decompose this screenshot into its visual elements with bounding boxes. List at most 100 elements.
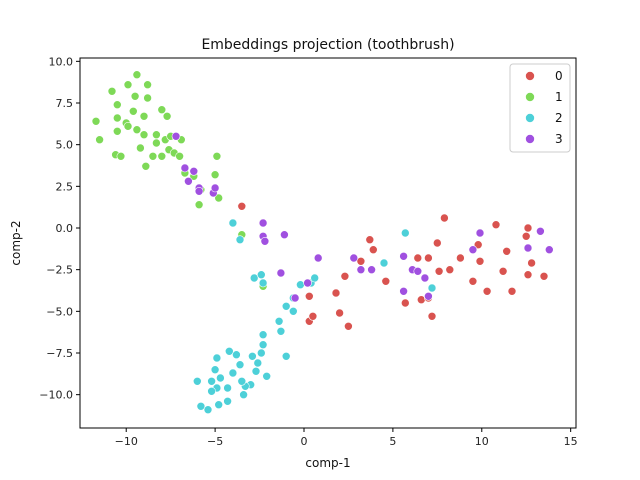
point-series-0-14 bbox=[413, 253, 423, 263]
point-series-1-6 bbox=[113, 100, 122, 109]
point-series-1-39 bbox=[214, 193, 223, 203]
point-series-3-15 bbox=[349, 253, 359, 263]
point-series-2-37 bbox=[210, 365, 220, 375]
point-series-1-35 bbox=[194, 200, 204, 209]
point-series-1-38 bbox=[212, 152, 222, 161]
point-series-1-13 bbox=[132, 70, 142, 79]
point-series-0-23 bbox=[456, 253, 465, 263]
point-series-0-6 bbox=[335, 308, 344, 318]
y-axis-title: comp-2 bbox=[9, 220, 23, 265]
legend-marker-3 bbox=[525, 134, 535, 144]
point-series-2-26 bbox=[237, 376, 247, 386]
point-series-0-19 bbox=[432, 238, 442, 248]
point-series-2-6 bbox=[276, 326, 286, 336]
legend-label-0: 0 bbox=[555, 69, 563, 83]
point-series-3-26 bbox=[523, 243, 533, 253]
point-series-3-29 bbox=[171, 132, 181, 141]
point-series-0-9 bbox=[356, 256, 366, 266]
point-series-2-33 bbox=[216, 373, 225, 383]
point-series-1-2 bbox=[107, 87, 117, 96]
point-series-1-27 bbox=[162, 112, 172, 121]
point-series-0-4 bbox=[308, 311, 318, 321]
point-series-2-1 bbox=[235, 235, 245, 244]
point-series-0-29 bbox=[498, 266, 508, 276]
point-series-0-31 bbox=[507, 286, 517, 296]
point-series-1-22 bbox=[152, 130, 161, 139]
point-series-2-42 bbox=[193, 376, 202, 386]
point-series-2-36 bbox=[212, 353, 222, 363]
point-series-2-4 bbox=[258, 278, 268, 288]
point-series-3-27 bbox=[536, 227, 545, 236]
point-series-1-16 bbox=[139, 130, 149, 139]
point-series-1-12 bbox=[130, 92, 140, 101]
y-axis: 10.0 7.5 5.0 2.5 0.0 −2.5 −5.0 −7.5 −10.0 bbox=[39, 55, 80, 402]
point-series-0-24 bbox=[468, 276, 478, 286]
point-series-1-37 bbox=[210, 170, 220, 179]
point-series-2-16 bbox=[427, 283, 437, 293]
point-series-1-5 bbox=[113, 113, 122, 123]
point-series-2-22 bbox=[248, 351, 257, 361]
legend: 0 1 2 3 bbox=[509, 63, 571, 153]
y-tick-label-6: −5.0 bbox=[46, 305, 73, 318]
point-series-0-2 bbox=[304, 291, 314, 301]
point-series-1-21 bbox=[148, 152, 158, 161]
point-series-2-40 bbox=[203, 405, 213, 415]
point-series-2-15 bbox=[400, 228, 410, 238]
point-series-2-27 bbox=[235, 360, 245, 370]
legend-label-3: 3 bbox=[555, 132, 563, 146]
point-series-2-0 bbox=[228, 218, 238, 228]
point-series-2-5 bbox=[274, 316, 284, 326]
point-series-3-25 bbox=[475, 228, 485, 238]
point-series-0-17 bbox=[424, 253, 433, 263]
point-series-0-26 bbox=[475, 256, 485, 266]
x-tick-label-0: −10 bbox=[115, 435, 138, 448]
point-series-0-27 bbox=[482, 286, 492, 296]
point-series-0-28 bbox=[491, 220, 501, 229]
point-series-2-18 bbox=[258, 340, 268, 350]
point-series-2-30 bbox=[225, 346, 234, 356]
point-series-1-31 bbox=[175, 152, 184, 161]
point-series-0-36 bbox=[539, 271, 549, 281]
point-series-1-9 bbox=[123, 122, 133, 131]
point-series-3-4 bbox=[194, 187, 204, 196]
point-series-2-31 bbox=[223, 383, 232, 393]
point-series-1-23 bbox=[152, 138, 161, 148]
point-series-3-0 bbox=[180, 163, 190, 173]
y-tick-label-1: 7.5 bbox=[56, 97, 74, 110]
point-series-1-4 bbox=[113, 127, 122, 136]
point-series-2-41 bbox=[196, 401, 206, 411]
point-series-0-35 bbox=[527, 258, 536, 268]
point-series-0-33 bbox=[523, 223, 533, 233]
point-series-2-17 bbox=[258, 330, 268, 340]
legend-marker-1 bbox=[525, 92, 535, 102]
point-series-1-10 bbox=[123, 80, 133, 89]
point-series-2-29 bbox=[228, 368, 238, 378]
point-series-0-20 bbox=[434, 266, 444, 276]
point-series-2-2 bbox=[249, 273, 259, 283]
point-series-1-19 bbox=[143, 93, 152, 103]
x-tick-label-3: 5 bbox=[389, 435, 396, 448]
point-series-0-7 bbox=[340, 271, 350, 281]
legend-box bbox=[509, 63, 571, 153]
point-series-2-14 bbox=[379, 258, 389, 268]
x-tick-label-2: 0 bbox=[301, 435, 308, 448]
point-series-0-25 bbox=[473, 240, 483, 249]
point-series-1-15 bbox=[136, 143, 145, 153]
chart-title: Embeddings projection (toothbrush) bbox=[201, 37, 454, 53]
x-tick-label-1: −5 bbox=[207, 435, 223, 448]
point-series-0-8 bbox=[344, 321, 353, 331]
point-series-0-21 bbox=[440, 213, 449, 223]
point-series-1-0 bbox=[91, 117, 101, 126]
point-series-1-1 bbox=[95, 135, 104, 144]
point-series-2-34 bbox=[214, 400, 223, 410]
point-series-3-19 bbox=[399, 286, 408, 296]
point-series-2-3 bbox=[256, 270, 266, 280]
point-series-3-24 bbox=[468, 245, 478, 254]
point-series-3-28 bbox=[544, 245, 554, 254]
legend-marker-2 bbox=[525, 113, 535, 123]
point-series-3-18 bbox=[399, 251, 408, 261]
point-series-2-10 bbox=[288, 306, 298, 316]
x-axis: −10 −5 0 5 10 15 bbox=[115, 428, 578, 448]
point-series-3-9 bbox=[260, 237, 270, 246]
point-series-1-20 bbox=[143, 80, 152, 89]
